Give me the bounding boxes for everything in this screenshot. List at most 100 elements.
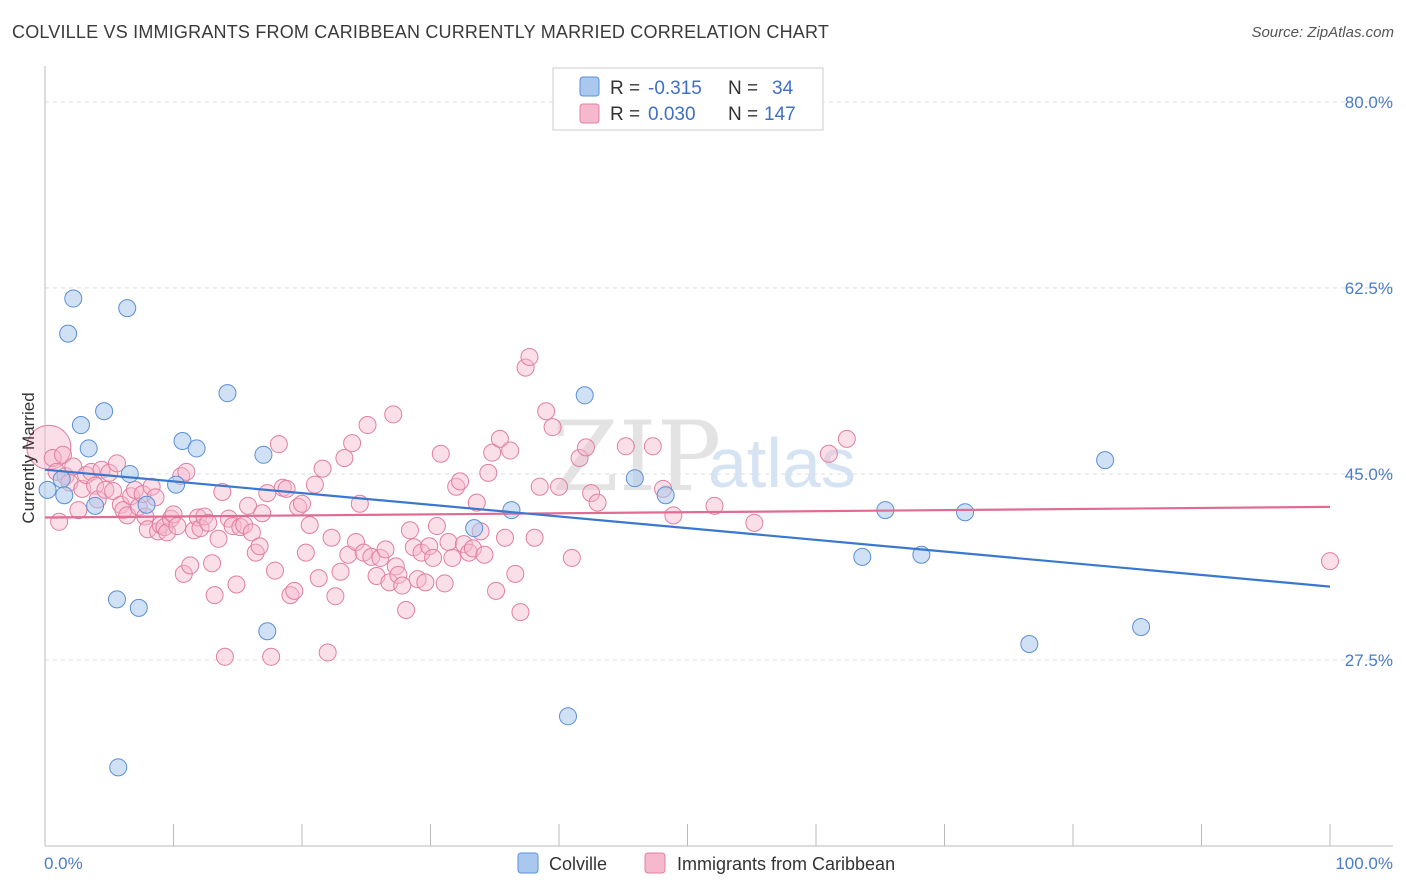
immigrants-point: [588, 493, 607, 512]
immigrants-point: [335, 449, 354, 467]
immigrants-point: [397, 601, 416, 620]
immigrants-point: [570, 449, 589, 467]
immigrants-point: [525, 528, 544, 547]
immigrants-point: [643, 437, 662, 456]
immigrants-point: [326, 587, 345, 606]
colville-point: [120, 464, 139, 483]
immigrants-point: [819, 444, 838, 463]
bottom-legend-swatch-colville: [517, 852, 539, 874]
colville-point: [137, 495, 156, 514]
colville-point: [254, 445, 273, 464]
immigrants-point: [331, 562, 350, 581]
immigrants-point: [104, 481, 123, 500]
immigrants-point: [562, 548, 581, 567]
legend-n-value: 147: [764, 104, 796, 125]
immigrants-point: [205, 586, 224, 605]
legend-n-label: N =: [728, 104, 758, 125]
immigrants-point: [86, 476, 105, 495]
colville-point: [59, 324, 78, 343]
immigrants-point: [250, 537, 269, 556]
colville-point: [218, 384, 237, 403]
colville-point: [129, 598, 148, 617]
immigrants-point: [616, 437, 635, 456]
colville-point: [167, 475, 186, 494]
immigrants-point: [496, 528, 515, 547]
legend-swatch-colville: [579, 76, 600, 97]
colville-point: [52, 470, 71, 489]
watermark-zip: ZIP: [552, 401, 721, 513]
colville-point: [71, 416, 90, 435]
immigrants-point: [431, 444, 450, 463]
colville-trend-line: [44, 468, 1331, 588]
immigrants-point: [258, 484, 277, 503]
colville-point: [625, 469, 644, 488]
bottom-legend-swatch-immigrants: [644, 852, 666, 874]
immigrants-point: [296, 543, 315, 562]
immigrants-point: [53, 445, 72, 464]
immigrants-point: [582, 484, 601, 503]
immigrants-point: [451, 472, 470, 491]
immigrants-point: [424, 548, 443, 567]
colville-point: [465, 519, 484, 538]
immigrants-point: [1321, 552, 1339, 571]
immigrants-point: [346, 532, 365, 551]
immigrants-point: [511, 603, 530, 622]
immigrants-point: [420, 537, 439, 556]
immigrants-point: [262, 647, 281, 666]
legend-r-value: 0.030: [648, 104, 696, 125]
immigrants-point: [837, 429, 856, 448]
immigrants-point: [487, 581, 506, 600]
legend-r-label: R =: [610, 78, 640, 99]
immigrants-point: [199, 513, 218, 532]
immigrants-point: [530, 477, 549, 496]
colville-point: [79, 439, 98, 458]
immigrants-point: [69, 501, 88, 520]
immigrants-point: [479, 463, 498, 482]
immigrants-point: [475, 545, 494, 564]
trend-lines: [44, 468, 1331, 588]
immigrants-point: [322, 528, 341, 547]
chart-title: COLVILLE VS IMMIGRANTS FROM CARIBBEAN CU…: [12, 22, 830, 42]
legend-n-label: N =: [728, 78, 758, 99]
immigrants-point: [490, 429, 509, 448]
immigrants-point: [483, 443, 502, 462]
immigrants-point: [269, 435, 288, 454]
immigrants-point: [400, 521, 419, 540]
immigrants-point: [501, 441, 520, 460]
immigrants-point: [576, 438, 595, 457]
colville-point: [853, 547, 872, 566]
y-axis-label: Currently Married: [19, 392, 38, 523]
colville-point: [55, 486, 74, 505]
immigrants-point: [253, 504, 272, 523]
immigrants-point: [550, 477, 568, 496]
immigrants-point: [443, 548, 462, 567]
immigrants-point: [463, 539, 482, 558]
legend-swatch-immigrants: [579, 103, 600, 124]
colville-point: [86, 496, 105, 515]
colville-point: [38, 480, 57, 499]
immigrants-point: [223, 517, 242, 536]
colville-point: [95, 402, 114, 421]
y-tick-label: 80.0%: [1345, 93, 1393, 112]
immigrants-point: [412, 543, 431, 562]
immigrants-point: [318, 643, 337, 662]
colville-point: [173, 431, 192, 450]
immigrants-point: [213, 483, 232, 502]
immigrants-point: [164, 505, 183, 524]
colville-point: [1132, 618, 1151, 637]
x-tick-label: 100.0%: [1335, 854, 1393, 873]
colville-point: [575, 386, 594, 405]
immigrants-point: [107, 454, 126, 473]
immigrants-point: [300, 515, 319, 534]
colville-point: [502, 501, 521, 520]
colville-point: [258, 622, 277, 641]
immigrants-point: [705, 496, 724, 515]
legend-r-value: -0.315: [648, 78, 702, 99]
immigrants-point: [239, 496, 258, 515]
immigrants-point: [158, 523, 177, 542]
immigrants-point: [520, 348, 539, 367]
axes: [44, 66, 1393, 847]
watermark-atlas: atlas: [708, 424, 856, 502]
immigrants-trend-line: [44, 505, 1331, 519]
